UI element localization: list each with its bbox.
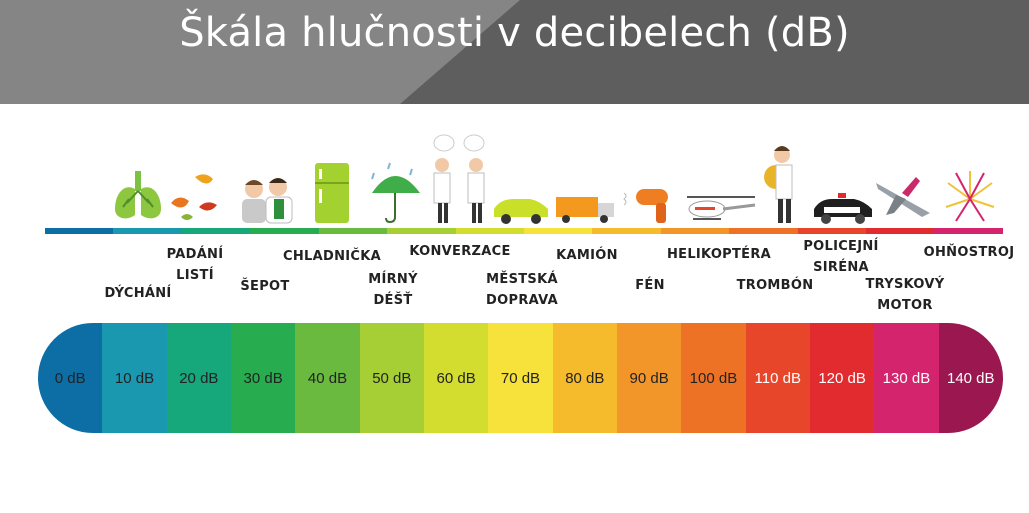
label-refrigerator: CHLADNIČKA	[283, 249, 381, 264]
label-whisper: ŠEPOT	[240, 279, 290, 294]
title-banner: Škála hlučnosti v decibelech (dB)	[0, 0, 1029, 104]
decibel-cell: 0 dB	[38, 323, 103, 433]
decibel-scale: 0 dB 10 dB 20 dB 30 dB 40 dB 50 dB 60 dB 70 dB 8…	[38, 323, 1003, 433]
umbrella-rain-icon	[364, 133, 426, 225]
helicopter-icon	[683, 133, 759, 225]
scale-line-segment	[181, 228, 251, 234]
decibel-cell: 110 dB	[745, 323, 810, 433]
trombone-player-icon	[756, 133, 818, 225]
scale-line-segment	[592, 228, 661, 234]
scale-line-segment	[45, 228, 114, 234]
refrigerator-icon	[301, 133, 363, 225]
decibel-cell: 50 dB	[359, 323, 424, 433]
banner-background	[0, 0, 1029, 104]
decibel-cell: 140 dB	[938, 323, 1003, 433]
scale-line-segment	[387, 228, 456, 234]
lungs-icon	[107, 133, 169, 225]
decibel-cell: 20 dB	[166, 323, 231, 433]
decibel-cell: 40 dB	[295, 323, 360, 433]
scale-line-segment	[660, 228, 730, 234]
scale-line-segment	[797, 228, 867, 234]
whispering-people-icon	[236, 133, 298, 225]
decibel-cell: 30 dB	[230, 323, 296, 433]
label-falling-leaves: PADÁNÍ LISTÍ	[166, 247, 224, 283]
scale-line-segment	[250, 228, 319, 234]
decibel-cell: 80 dB	[552, 323, 617, 433]
label-conversation: KONVERZACE	[409, 244, 511, 259]
scale-line-segment	[934, 228, 1003, 234]
label-jet-engine: TRYSKOVÝ MOTOR	[865, 277, 945, 313]
scale-line-segment	[523, 228, 593, 234]
label-police-siren: POLICEJNÍ SIRÉNA	[803, 239, 879, 275]
car-icon	[490, 133, 552, 225]
fireworks-icon	[940, 133, 1002, 225]
scale-line-segment	[866, 228, 935, 234]
label-light-rain: MÍRNÝ DÉŠŤ	[368, 272, 418, 308]
decibel-cell: 120 dB	[809, 323, 875, 433]
hair-dryer-icon	[620, 133, 682, 225]
scale-line-segment	[729, 228, 798, 234]
label-truck: KAMIÓN	[556, 248, 618, 263]
decibel-cell: 70 dB	[488, 323, 553, 433]
label-hair-dryer: FÉN	[635, 278, 665, 293]
decibel-cell: 60 dB	[423, 323, 489, 433]
scale-line	[45, 228, 1003, 234]
label-helicopter: HELIKOPTÉRA	[666, 247, 772, 262]
decibel-cell: 10 dB	[102, 323, 167, 433]
falling-leaves-icon	[165, 133, 227, 225]
label-breathing: DÝCHÁNÍ	[104, 286, 172, 301]
scale-line-segment	[318, 228, 388, 234]
decibel-cell: 90 dB	[616, 323, 682, 433]
scale-line-segment	[113, 228, 182, 234]
police-car-icon	[812, 133, 874, 225]
decibel-cell: 130 dB	[874, 323, 939, 433]
label-city-traffic: MĚSTSKÁ DOPRAVA	[486, 272, 558, 308]
label-trombone: TROMBÓN	[736, 278, 814, 293]
label-fireworks: OHŇOSTROJ	[923, 245, 1015, 260]
talking-people-icon	[428, 133, 494, 225]
decibel-cell: 100 dB	[681, 323, 746, 433]
scale-line-segment	[455, 228, 524, 234]
jet-plane-icon	[872, 133, 934, 225]
truck-icon	[554, 133, 620, 225]
page-title: Škála hlučnosti v decibelech (dB)	[179, 10, 850, 56]
